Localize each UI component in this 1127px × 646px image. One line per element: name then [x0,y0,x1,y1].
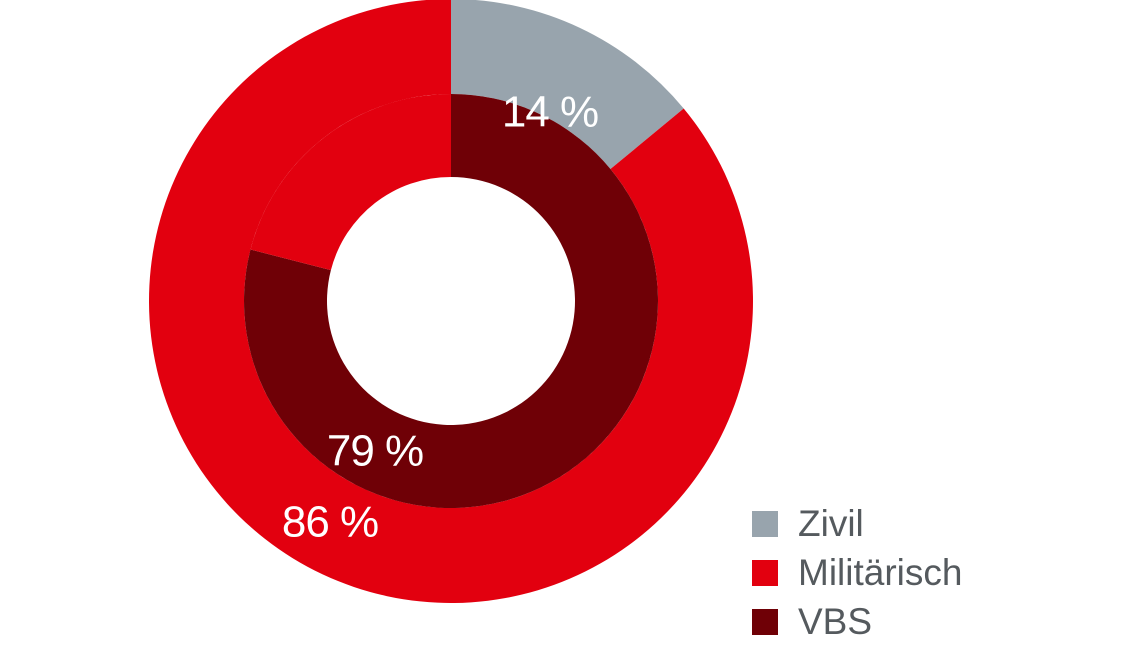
outer-label-militarisch: 86 % [282,498,378,547]
legend-label-zivil: Zivil [798,502,864,544]
inner-slice-vbs [244,94,658,508]
legend-swatch-vbs [752,608,778,635]
legend-item-militaerisch: Militärisch [752,548,962,597]
legend-item-zivil: Zivil [752,499,962,548]
legend-label-vbs: VBS [798,600,873,642]
outer-label-zivil: 14 % [502,88,598,137]
legend-label-militaerisch: Militärisch [798,551,963,593]
inner-slice-rest [250,94,451,271]
legend-item-vbs: VBS [752,597,962,646]
legend-swatch-zivil [752,510,778,537]
legend: Zivil Militärisch VBS [752,499,962,646]
inner-label-vbs: 79 % [327,427,423,476]
legend-swatch-militaerisch [752,559,778,586]
outer-slice-zivil [451,0,684,170]
outer-slice-militarisch [149,0,753,603]
